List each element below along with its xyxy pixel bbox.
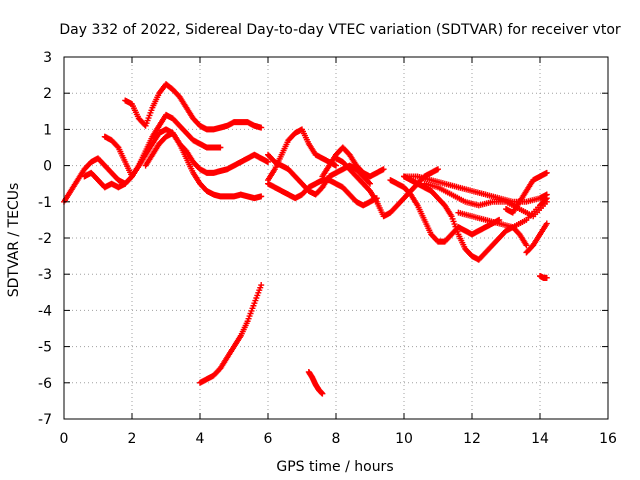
series-arc-18	[537, 273, 550, 281]
series-arc-15	[455, 195, 550, 231]
data-point	[319, 390, 326, 397]
y-tick-label: 0	[43, 159, 52, 175]
data-point	[523, 242, 530, 249]
series-arc-4	[81, 126, 271, 191]
y-tick-label: 2	[43, 86, 52, 102]
series-arc-20	[305, 368, 326, 397]
data-point	[258, 193, 265, 200]
data-point	[542, 196, 549, 203]
series-arc-2	[122, 81, 265, 133]
x-tick-label: 10	[395, 431, 413, 447]
series-arc-17	[523, 220, 550, 256]
y-tick-label: 1	[43, 122, 52, 138]
series-arc-8	[265, 177, 380, 209]
data-point	[366, 179, 373, 186]
x-tick-label: 8	[332, 431, 341, 447]
x-tick-label: 12	[463, 431, 481, 447]
chart-title: Day 332 of 2022, Sidereal Day-to-day VTE…	[59, 22, 621, 38]
y-tick-label: -7	[38, 412, 52, 428]
data-point	[114, 143, 121, 150]
data-point	[543, 274, 550, 281]
axis-ticks	[63, 56, 609, 420]
series-arc-9	[319, 144, 387, 180]
data-point	[265, 158, 271, 165]
x-tick-label: 16	[599, 431, 617, 447]
x-tick-label: 4	[196, 431, 205, 447]
y-tick-label: -1	[38, 195, 52, 211]
data-point	[333, 162, 339, 169]
y-tick-label: -4	[38, 303, 52, 319]
series-arc-16	[503, 169, 550, 216]
series-arc-7	[265, 151, 373, 198]
data-point	[217, 144, 224, 151]
x-tick-label: 0	[60, 431, 69, 447]
data-point	[258, 282, 265, 289]
y-tick-label: -5	[38, 340, 52, 356]
x-axis-label: GPS time / hours	[276, 459, 393, 475]
y-tick-labels: 3 2 1 0 -1 -2 -3 -4 -5 -6 -7	[38, 50, 52, 428]
data-points	[61, 81, 550, 397]
y-tick-label: -3	[38, 267, 52, 283]
data-point	[258, 124, 265, 131]
x-tick-label: 6	[264, 431, 273, 447]
data-point	[380, 166, 387, 173]
x-tick-labels: 0 2 4 6 8 10 12 14 16	[60, 431, 617, 447]
data-point	[367, 180, 373, 187]
series-arc-1	[61, 155, 129, 205]
y-tick-label: -2	[38, 231, 52, 247]
x-tick-label: 14	[531, 431, 549, 447]
series-arc-5	[142, 130, 265, 202]
y-axis-label: SDTVAR / TECUs	[6, 183, 22, 298]
data-point	[543, 169, 550, 176]
data-point	[435, 166, 441, 173]
y-tick-label: 3	[43, 50, 52, 66]
series-arc-19	[197, 282, 265, 386]
series-arc-6	[265, 126, 339, 184]
data-point	[543, 195, 550, 202]
x-tick-label: 2	[128, 431, 137, 447]
y-tick-label: -6	[38, 376, 52, 392]
data-point	[543, 220, 550, 227]
